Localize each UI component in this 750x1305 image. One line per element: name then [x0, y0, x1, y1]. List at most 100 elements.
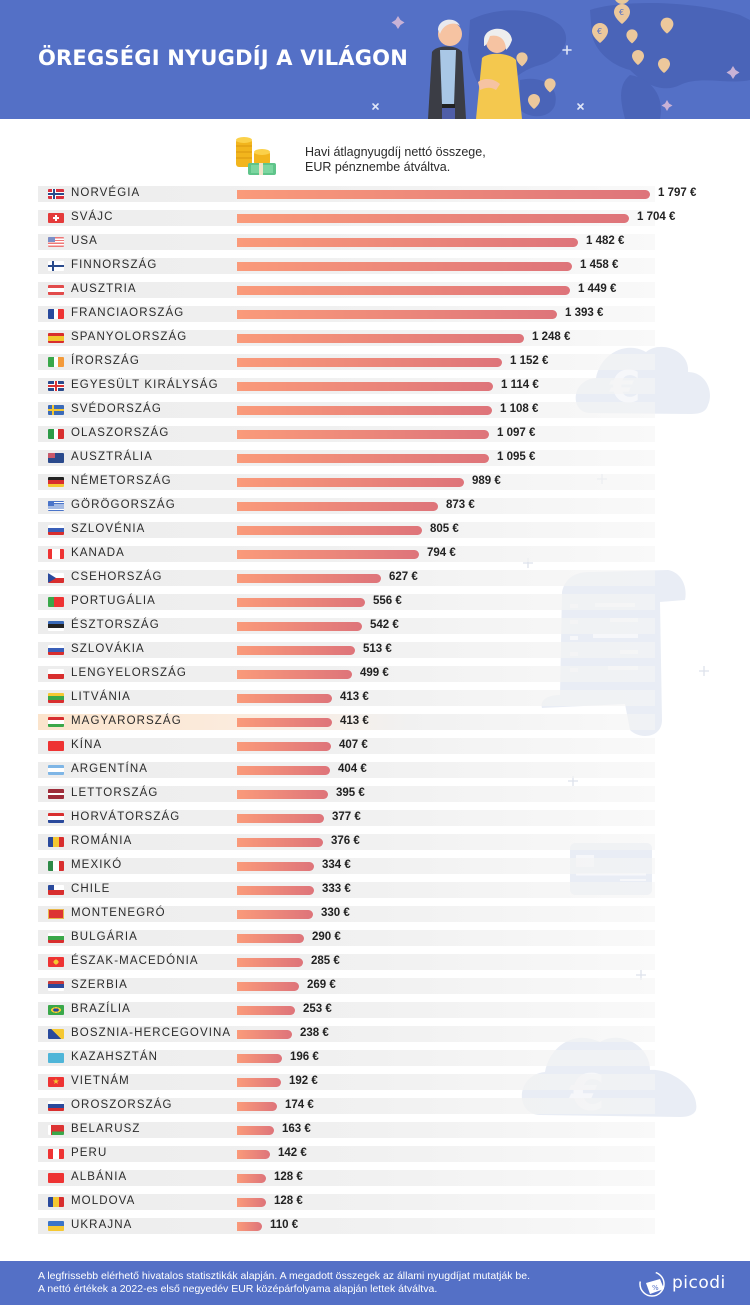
value-bar: [237, 1221, 262, 1231]
woman-figure: [476, 28, 522, 119]
flag-by-icon: [48, 1125, 64, 1135]
chart-legend: Havi átlagnyugdíj nettó összege, EUR pén…: [234, 135, 534, 179]
value-bar: [237, 693, 332, 703]
chart-row: MONTENEGRÓ 330 €: [38, 906, 655, 922]
flag-gr-icon: [48, 501, 64, 511]
value-bar: [237, 525, 422, 535]
value-label: 1 248 €: [532, 331, 571, 343]
chart-row: MOLDOVA 128 €: [38, 1194, 655, 1210]
value-label: 1 108 €: [500, 403, 539, 415]
country-label: USA: [71, 235, 98, 247]
value-label: 407 €: [339, 739, 368, 751]
value-label: 413 €: [340, 715, 369, 727]
flag-pt-icon: [48, 597, 64, 607]
country-label: EGYESÜLT KIRÁLYSÁG: [71, 379, 219, 391]
chart-row: OROSZORSZÁG 174 €: [38, 1098, 655, 1114]
value-bar: [237, 981, 299, 991]
value-label: 376 €: [331, 835, 360, 847]
value-label: 1 393 €: [565, 307, 604, 319]
flag-bg-icon: [48, 933, 64, 943]
flag-ru-icon: [48, 1101, 64, 1111]
value-bar: [237, 1029, 292, 1039]
chart-row: ★ VIETNÁM 192 €: [38, 1074, 655, 1090]
country-label: FINNORSZÁG: [71, 259, 158, 271]
value-label: 627 €: [389, 571, 418, 583]
chart-row: USA 1 482 €: [38, 234, 655, 250]
flag-cl-icon: [48, 885, 64, 895]
country-label: VIETNÁM: [71, 1075, 130, 1087]
value-label: 238 €: [300, 1027, 329, 1039]
value-label: 269 €: [307, 979, 336, 991]
value-bar: [237, 357, 502, 367]
country-label: PORTUGÁLIA: [71, 595, 156, 607]
svg-text:€: €: [619, 8, 624, 17]
value-label: 1 704 €: [637, 211, 676, 223]
chart-row: UKRAJNA 110 €: [38, 1218, 655, 1234]
country-label: SVÉDORSZÁG: [71, 403, 162, 415]
chart-row: HORVÁTORSZÁG 377 €: [38, 810, 655, 826]
country-label: GÖRÖGORSZÁG: [71, 499, 176, 511]
picodi-logo[interactable]: % picodi: [638, 1269, 738, 1299]
subtitle-line-2: EUR pénznembe átváltva.: [305, 160, 451, 174]
value-bar: [237, 405, 492, 415]
chart-row: SVÁJC 1 704 €: [38, 210, 675, 226]
country-label: NÉMETORSZÁG: [71, 475, 172, 487]
value-bar: [237, 861, 314, 871]
chart-row: SZLOVÁKIA 513 €: [38, 642, 655, 658]
country-label: SZLOVÉNIA: [71, 523, 146, 535]
country-label: SPANYOLORSZÁG: [71, 331, 188, 343]
flag-fi-icon: [48, 261, 64, 271]
chart-row: GÖRÖGORSZÁG 873 €: [38, 498, 655, 514]
chart-row: ÍRORSZÁG 1 152 €: [38, 354, 655, 370]
flag-de-icon: [48, 477, 64, 487]
value-bar: [237, 933, 304, 943]
value-label: 253 €: [303, 1003, 332, 1015]
chart-row: NORVÉGIA 1 797 €: [38, 186, 696, 202]
value-bar: [237, 237, 578, 247]
chart-row: ROMÁNIA 376 €: [38, 834, 655, 850]
value-bar: [237, 1173, 266, 1183]
country-label: MEXIKÓ: [71, 859, 123, 871]
country-label: ROMÁNIA: [71, 835, 133, 847]
value-bar: [237, 1077, 281, 1087]
value-bar: [237, 189, 650, 199]
value-bar: [237, 309, 557, 319]
country-label: NORVÉGIA: [71, 187, 141, 199]
chart-row: SZLOVÉNIA 805 €: [38, 522, 655, 538]
chart-row: ALBÁNIA 128 €: [38, 1170, 655, 1186]
flag-ro-icon: [48, 837, 64, 847]
country-label: MOLDOVA: [71, 1195, 136, 1207]
value-bar: [237, 333, 524, 343]
chart-row: ÉSZAK-MACEDÓNIA 285 €: [38, 954, 655, 970]
flag-mk-icon: [48, 957, 64, 967]
flag-se-icon: [48, 405, 64, 415]
country-label: SVÁJC: [71, 211, 114, 223]
value-bar: [237, 717, 332, 727]
flag-no-icon: [48, 189, 64, 199]
chart-row: LENGYELORSZÁG 499 €: [38, 666, 655, 682]
flag-lv-icon: [48, 789, 64, 799]
flag-hu-icon: [48, 717, 64, 727]
value-label: 330 €: [321, 907, 350, 919]
value-label: 142 €: [278, 1147, 307, 1159]
country-label: LETTORSZÁG: [71, 787, 159, 799]
value-bar: [237, 741, 331, 751]
chart-row: MAGYARORSZÁG 413 €: [38, 714, 655, 730]
value-bar: [237, 1197, 266, 1207]
chart-row: LITVÁNIA 413 €: [38, 690, 655, 706]
country-label: MONTENEGRÓ: [71, 907, 166, 919]
chart-row: PORTUGÁLIA 556 €: [38, 594, 655, 610]
value-bar: [237, 1125, 274, 1135]
country-label: FRANCIAORSZÁG: [71, 307, 185, 319]
flag-cn-icon: [48, 741, 64, 751]
country-label: OROSZORSZÁG: [71, 1099, 173, 1111]
value-bar: [237, 549, 419, 559]
value-bar: [237, 789, 328, 799]
flag-rs-icon: [48, 981, 64, 991]
value-label: 794 €: [427, 547, 456, 559]
flag-at-icon: [48, 285, 64, 295]
value-label: 1 152 €: [510, 355, 549, 367]
flag-mx-icon: [48, 861, 64, 871]
value-label: 1 449 €: [578, 283, 617, 295]
country-label: SZLOVÁKIA: [71, 643, 145, 655]
